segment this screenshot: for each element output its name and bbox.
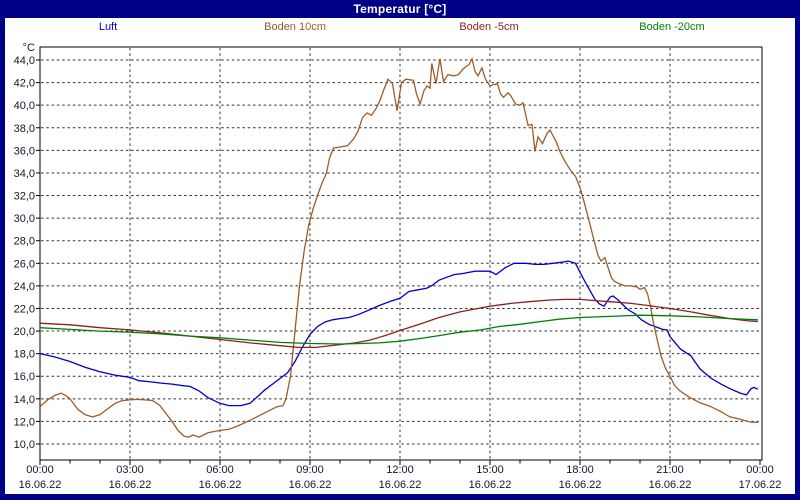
svg-text:17.06.22: 17.06.22 [739,479,782,491]
svg-text:42,0: 42,0 [14,78,35,90]
svg-text:16.06.22: 16.06.22 [559,479,602,491]
svg-text:36,0: 36,0 [14,145,35,157]
svg-text:16.06.22: 16.06.22 [469,479,512,491]
svg-text:16.06.22: 16.06.22 [19,479,62,491]
svg-text:24,0: 24,0 [14,281,35,293]
svg-text:20,0: 20,0 [14,326,35,338]
svg-text:14,0: 14,0 [14,394,35,406]
svg-text:00:00: 00:00 [746,464,774,476]
svg-text:00:00: 00:00 [26,464,54,476]
svg-text:16.06.22: 16.06.22 [649,479,692,491]
svg-text:32,0: 32,0 [14,191,35,203]
svg-text:06:00: 06:00 [206,464,234,476]
svg-text:28,0: 28,0 [14,236,35,248]
svg-text:16.06.22: 16.06.22 [199,479,242,491]
svg-text:18,0: 18,0 [14,349,35,361]
svg-text:22,0: 22,0 [14,303,35,315]
svg-text:44,0: 44,0 [14,55,35,67]
svg-text:34,0: 34,0 [14,168,35,180]
svg-text:15:00: 15:00 [476,464,504,476]
svg-text:12:00: 12:00 [386,464,414,476]
svg-text:16.06.22: 16.06.22 [109,479,152,491]
svg-text:16.06.22: 16.06.22 [289,479,332,491]
window-title: Temperatur [°C] [353,2,447,16]
svg-text:09:00: 09:00 [296,464,324,476]
svg-text:40,0: 40,0 [14,100,35,112]
svg-text:30,0: 30,0 [14,213,35,225]
svg-text:18:00: 18:00 [566,464,594,476]
title-bar: Temperatur [°C] [0,0,800,18]
svg-text:21:00: 21:00 [656,464,684,476]
svg-text:10,0: 10,0 [14,439,35,451]
svg-text:26,0: 26,0 [14,258,35,270]
svg-text:16.06.22: 16.06.22 [379,479,422,491]
svg-text:16,0: 16,0 [14,371,35,383]
svg-text:03:00: 03:00 [116,464,144,476]
svg-text:38,0: 38,0 [14,123,35,135]
svg-text:°C: °C [23,42,35,54]
svg-text:12,0: 12,0 [14,416,35,428]
